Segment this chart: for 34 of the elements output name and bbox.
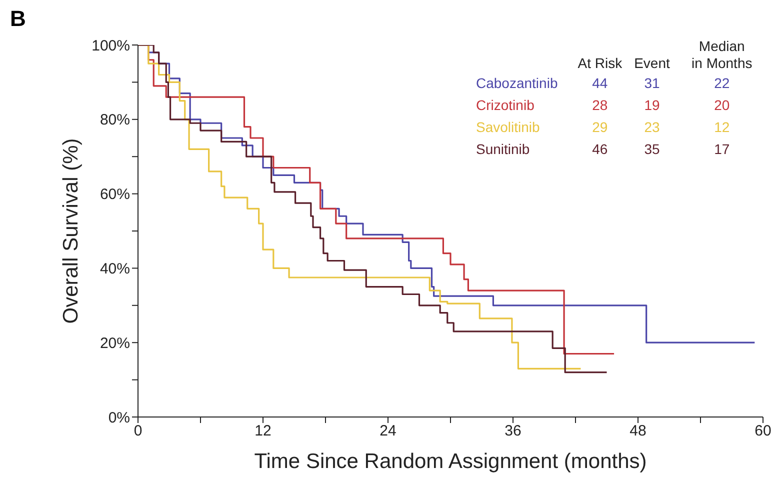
annotation: 17 [713, 140, 731, 159]
annotation: Median in Months [690, 38, 754, 72]
chart-title: B [10, 6, 26, 32]
text: Crizotinib [476, 96, 536, 115]
y-tick-label: 40% [100, 260, 130, 278]
text: Savolitinib [476, 118, 541, 137]
annotation: 46 [591, 140, 609, 159]
annotation: 22 [713, 74, 731, 93]
annotation: 20 [713, 96, 731, 115]
annotation: 44 [591, 74, 609, 93]
annotation: 19 [643, 96, 661, 115]
annotation: 35 [643, 140, 661, 159]
x-tick-label: 12 [254, 422, 272, 440]
annotation: 29 [591, 118, 609, 137]
annotation: 23 [643, 118, 661, 137]
annotation: 28 [591, 96, 609, 115]
text: Cabozantinib [476, 74, 559, 93]
y-tick-label: 20% [100, 334, 130, 352]
y-tick-label: 80% [100, 112, 130, 129]
y-axis-title: Overall Survival (%) [59, 138, 82, 324]
annotation: At Risk [576, 54, 624, 72]
x-tick-label: 60 [754, 422, 772, 440]
x-tick-label: 48 [630, 422, 646, 440]
annotation: 31 [643, 74, 661, 93]
x-tick-label: 24 [380, 422, 396, 440]
annotation: 12 [713, 118, 731, 137]
annotation: Event [633, 54, 671, 72]
x-tick-label: 36 [504, 422, 522, 440]
y-tick-label: 60% [100, 186, 130, 204]
y-tick-label: 100% [92, 37, 130, 54]
y-tick-label: 0% [108, 409, 130, 426]
x-axis-title: Time Since Random Assignment (months) [254, 450, 647, 473]
x-tick-label: 0 [134, 422, 142, 440]
text: Sunitinib [476, 140, 531, 159]
